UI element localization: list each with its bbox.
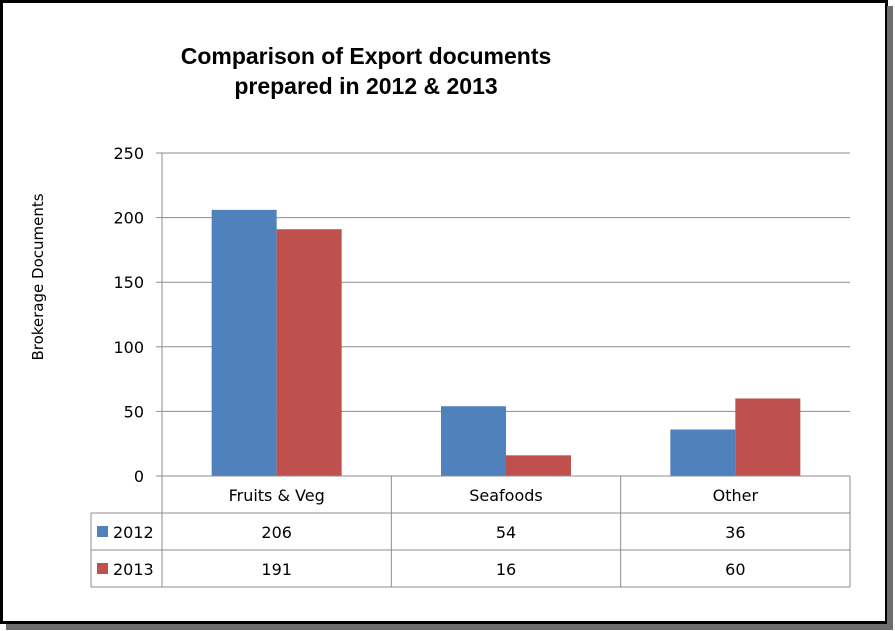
data-label: 206 <box>261 523 292 542</box>
bar-2012-1 <box>441 406 506 476</box>
data-label: 36 <box>725 523 745 542</box>
data-table: Fruits & Veg Seafoods Other 2012 206 54 36 2013… <box>90 475 851 588</box>
legend-swatch-2012 <box>97 526 108 537</box>
x-tick-label: Other <box>713 486 759 505</box>
data-label: 16 <box>496 560 516 579</box>
bar-2013-1 <box>506 455 571 476</box>
x-tick-label: Fruits & Veg <box>229 486 325 505</box>
bars <box>211 209 801 476</box>
data-label: 60 <box>725 560 745 579</box>
bar-2013-0 <box>276 229 342 476</box>
legend-swatch-2013 <box>97 563 108 574</box>
y-tick-label: 200 <box>113 209 144 228</box>
y-tick-labels: 0 50 100 150 200 250 <box>113 144 144 486</box>
legend-label: 2012 <box>113 523 154 542</box>
x-tick-label: Seafoods <box>469 486 543 505</box>
bar-2012-0 <box>211 209 277 476</box>
y-tick-label: 250 <box>113 144 144 163</box>
y-tick-label: 150 <box>113 273 144 292</box>
legend-label: 2013 <box>113 560 154 579</box>
chart-title-line-1: Comparison of Export documents <box>181 43 552 69</box>
bar-2013-2 <box>735 398 801 476</box>
bar-2012-2 <box>670 429 736 476</box>
y-tick-label: 0 <box>134 467 144 486</box>
y-tick-label: 100 <box>113 338 144 357</box>
y-tick-label: 50 <box>124 402 144 421</box>
data-label: 54 <box>496 523 516 542</box>
data-label: 191 <box>261 560 292 579</box>
y-axis-label: Brokerage Documents <box>29 193 47 360</box>
chart-title-line-2: prepared in 2012 & 2013 <box>234 73 497 99</box>
